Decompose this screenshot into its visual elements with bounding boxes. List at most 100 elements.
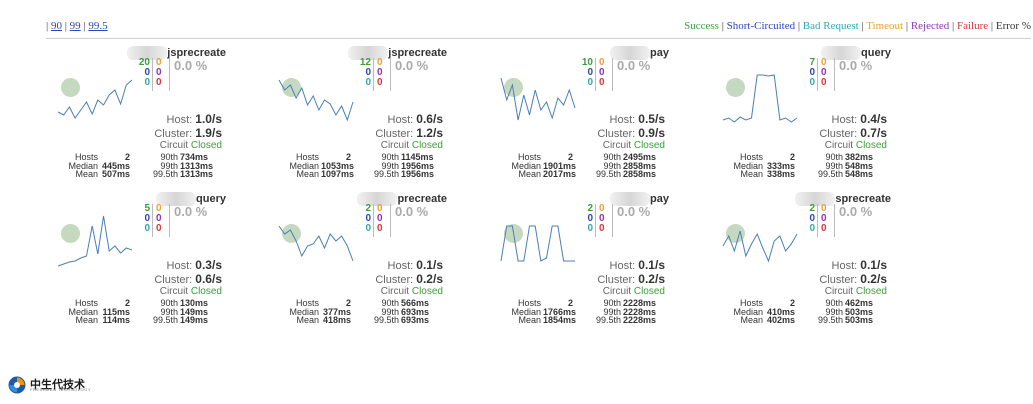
circuit-status: Circuit Closed (159, 140, 222, 151)
circuit-status: Circuit Closed (602, 286, 665, 297)
circuit-name: precreate (357, 192, 447, 206)
failure-count: 0 (599, 223, 605, 234)
status-legend: Success | Short-Circuited | Bad Request … (684, 20, 1031, 32)
health-circle (726, 78, 745, 97)
circuit-name-text: precreate (397, 192, 447, 205)
success-count: 20 (138, 57, 150, 68)
count-divider (152, 204, 153, 237)
error-percentage: 0.0 % (395, 204, 429, 219)
rejected-count: 0 (156, 67, 162, 78)
legend-error: Error % (995, 20, 1031, 32)
error-percentage: 0.0 % (395, 58, 429, 73)
legend-bad-request: Bad Request (802, 20, 859, 32)
sparkline-path (722, 230, 798, 263)
cluster-rate: Cluster: 0.2/s (597, 272, 665, 286)
circuit-name: jsprecreate (127, 46, 226, 60)
percentile-99-link[interactable]: 99 (69, 20, 81, 32)
rejected-count: 0 (821, 67, 827, 78)
host-rate: Host: 1.0/s (166, 112, 222, 126)
failure-count: 0 (377, 77, 383, 88)
timeout-count: 0 (156, 203, 162, 214)
short-circuited-count: 0 (144, 213, 150, 224)
circuit-card: pay 10 0 0 0 0 0 0.0 % Host: 0.5/s Clust… (499, 42, 669, 187)
host-rate: Host: 0.1/s (387, 258, 443, 272)
circuit-name-text: query (861, 46, 891, 59)
rejected-count: 0 (156, 213, 162, 224)
circuit-card: query 7 0 0 0 0 0 0.0 % Host: 0.4/s Clus… (721, 42, 891, 187)
circuit-status: Circuit Closed (824, 140, 887, 151)
failure-count: 0 (156, 77, 162, 88)
latency-stats: Hosts 2 90th 382ms Median 333ms 99th 548ms Mea… (733, 152, 874, 179)
sparkline-chart (500, 225, 575, 262)
circuit-name-text: sprecreate (835, 192, 891, 205)
timeout-count: 0 (821, 203, 827, 214)
circuit-status: Circuit Closed (380, 286, 443, 297)
rejected-count: 0 (821, 213, 827, 224)
sparkline-chart (722, 74, 798, 123)
health-circle (726, 224, 745, 243)
rejected-count: 0 (377, 67, 383, 78)
timeout-count: 0 (377, 57, 383, 68)
legend-timeout: Timeout (866, 20, 904, 32)
sparkline-chart (278, 79, 354, 122)
rejected-count: 0 (377, 213, 383, 224)
short-circuited-count: 0 (365, 213, 371, 224)
latency-stats: Hosts 2 90th 130ms Median 115ms 99th 149ms Mea… (68, 298, 209, 325)
sparkline-path (278, 225, 354, 262)
latency-stats: Hosts 2 90th 462ms Median 410ms 99th 503ms Mea… (733, 298, 874, 325)
sparkline-chart (278, 225, 354, 262)
count-divider (390, 204, 391, 237)
latency-stats: Hosts 2 90th 2495ms Median 1901ms 99th 2858ms … (511, 152, 657, 179)
short-circuited-count: 0 (809, 67, 815, 78)
cluster-rate: Cluster: 0.2/s (819, 272, 887, 286)
redacted-prefix (610, 46, 651, 60)
timeout-count: 0 (821, 57, 827, 68)
legend-short-circuited: Short-Circuited (726, 20, 796, 32)
count-divider (169, 58, 170, 91)
sparkline-path (57, 79, 133, 119)
redacted-prefix (610, 192, 651, 206)
count-divider (169, 204, 170, 237)
timeout-count: 0 (156, 57, 162, 68)
cluster-rate: Cluster: 1.9/s (154, 126, 222, 140)
count-divider (595, 58, 596, 91)
top-bar: | 90 | 99 | 99.5 Success | Short-Circuit… (46, 20, 1031, 36)
success-count: 7 (809, 57, 815, 68)
host-rate: Host: 0.5/s (609, 112, 665, 126)
success-count: 2 (587, 203, 593, 214)
health-circle (282, 224, 301, 243)
sparkline-chart (500, 77, 576, 121)
latency-stats: Hosts 2 90th 566ms Median 377ms 99th 693ms Mea… (289, 298, 430, 325)
legend-success: Success (684, 20, 719, 32)
circuit-status: Circuit Closed (602, 140, 665, 151)
circuit-name: query (821, 46, 891, 60)
error-percentage: 0.0 % (617, 204, 651, 219)
count-divider (817, 58, 818, 91)
logo-text: 中生代技术 (30, 379, 85, 391)
count-divider (152, 58, 153, 91)
error-percentage: 0.0 % (174, 58, 208, 73)
success-count: 5 (144, 203, 150, 214)
failure-count: 0 (821, 77, 827, 88)
bad-request-count: 0 (587, 77, 593, 88)
count-divider (817, 204, 818, 237)
circuit-name: pay (610, 46, 669, 60)
redacted-prefix (795, 192, 836, 206)
bad-request-count: 0 (587, 223, 593, 234)
percentile-995-link[interactable]: 99.5 (88, 20, 108, 32)
bad-request-count: 0 (144, 77, 150, 88)
count-divider (373, 204, 374, 237)
legend-rejected: Rejected (910, 20, 950, 32)
circuit-card: pay 2 0 0 0 0 0 0.0 % Host: 0.1/s Cluste… (499, 188, 669, 333)
percentile-90-link[interactable]: 90 (50, 20, 62, 32)
host-rate: Host: 0.6/s (387, 112, 443, 126)
bad-request-count: 0 (365, 223, 371, 234)
bad-request-count: 0 (365, 77, 371, 88)
short-circuited-count: 0 (365, 67, 371, 78)
failure-count: 0 (821, 223, 827, 234)
health-circle (61, 224, 80, 243)
circuit-name: query (156, 192, 226, 206)
count-divider (612, 58, 613, 91)
cluster-rate: Cluster: 0.6/s (154, 272, 222, 286)
logo-icon (8, 376, 26, 394)
